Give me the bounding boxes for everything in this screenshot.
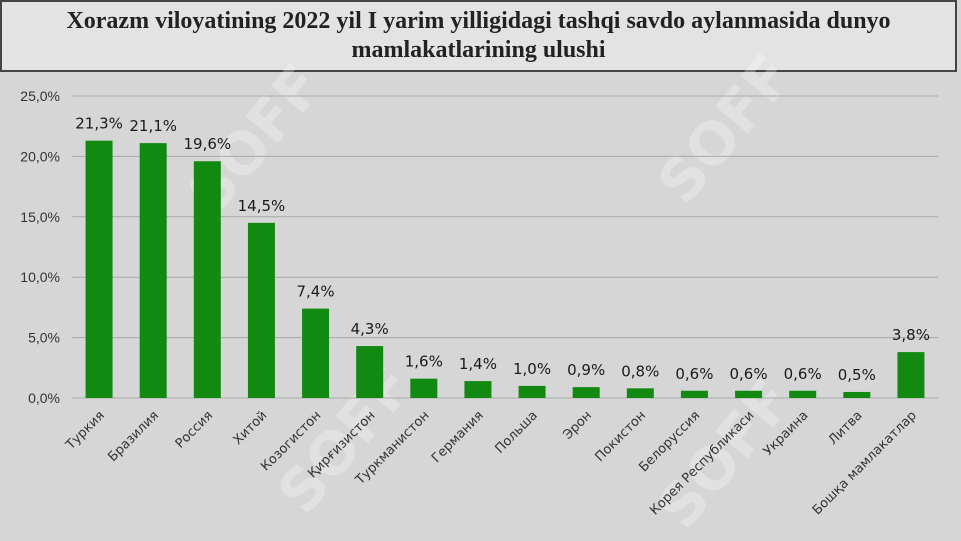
bar bbox=[464, 381, 492, 398]
data-label: 19,6% bbox=[183, 135, 231, 153]
x-tick-label: Бошқа мамлакатлар bbox=[810, 408, 920, 518]
bar bbox=[897, 352, 925, 398]
data-label: 0,6% bbox=[675, 365, 713, 383]
data-label: 14,5% bbox=[238, 197, 286, 215]
y-tick-label: 10,0% bbox=[20, 269, 60, 285]
x-tick-label: Литва bbox=[826, 408, 866, 448]
data-label: 21,3% bbox=[75, 115, 123, 133]
bar bbox=[789, 390, 817, 398]
bar bbox=[193, 161, 221, 398]
bar bbox=[302, 308, 330, 398]
data-label: 21,1% bbox=[129, 117, 177, 135]
data-label: 1,6% bbox=[405, 353, 443, 371]
data-label: 0,6% bbox=[730, 365, 768, 383]
data-label: 3,8% bbox=[892, 326, 930, 344]
data-label: 1,0% bbox=[513, 360, 551, 378]
bar bbox=[626, 388, 654, 398]
chart-title: Xorazm viloyatining 2022 yil I yarim yil… bbox=[66, 8, 891, 63]
bar-chart: 0,0% 5,0% 10,0% 15,0% 20,0% 25,0% 21,3% Туркия 2… bbox=[20, 88, 938, 518]
data-label: 0,9% bbox=[567, 361, 605, 379]
y-tick-label: 20,0% bbox=[20, 148, 60, 164]
x-tick-label: Бразилия bbox=[105, 408, 162, 465]
bar bbox=[139, 143, 167, 398]
x-tick-label: Россия bbox=[173, 408, 216, 451]
data-label: 1,4% bbox=[459, 355, 497, 373]
bar bbox=[410, 378, 438, 398]
bar bbox=[735, 390, 763, 398]
x-tick-label: Хитой bbox=[230, 408, 270, 448]
data-label: 0,6% bbox=[784, 365, 822, 383]
y-tick-label: 15,0% bbox=[20, 209, 60, 225]
x-tick-label: Эрон bbox=[561, 408, 596, 443]
bar bbox=[572, 387, 600, 398]
bar bbox=[85, 140, 113, 399]
title-banner: Xorazm viloyatining 2022 yil I yarim yil… bbox=[0, 0, 957, 72]
x-tick-label: Германия bbox=[429, 408, 487, 466]
bar bbox=[680, 390, 708, 398]
x-tick-label: Корея Республикаси bbox=[647, 408, 757, 518]
y-tick-label: 25,0% bbox=[20, 88, 60, 104]
x-tick-label: Украина bbox=[761, 408, 812, 459]
y-tick-label: 5,0% bbox=[28, 330, 60, 346]
data-label: 7,4% bbox=[297, 283, 335, 301]
x-tick-label: Туркия bbox=[63, 408, 108, 453]
x-tick-label: Покистон bbox=[592, 408, 649, 465]
data-label: 4,3% bbox=[351, 320, 389, 338]
y-tick-label: 0,0% bbox=[28, 390, 60, 406]
x-tick-label: Польша bbox=[492, 408, 540, 456]
data-label: 0,8% bbox=[621, 362, 659, 380]
bar bbox=[356, 346, 384, 398]
bar bbox=[247, 222, 275, 398]
data-label: 0,5% bbox=[838, 366, 876, 384]
bar bbox=[518, 385, 546, 398]
bar bbox=[843, 391, 871, 398]
